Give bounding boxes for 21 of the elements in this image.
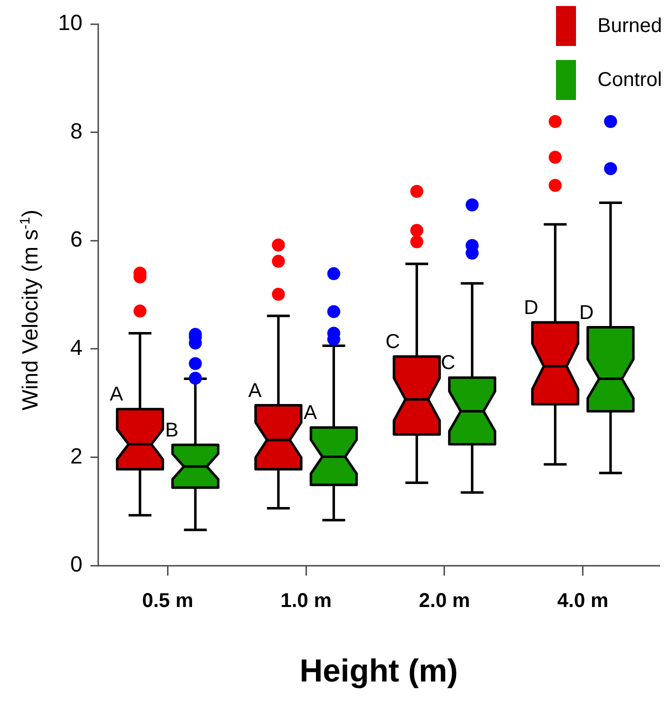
- legend-label: Control: [598, 68, 662, 92]
- annotation: A: [110, 384, 124, 406]
- x-tick-label: 1.0 m: [280, 590, 332, 612]
- annotation: D: [524, 296, 538, 319]
- x-tick-label: 0.5 m: [142, 590, 194, 612]
- y-tick-label: 2: [70, 443, 82, 468]
- annotation: B: [165, 419, 179, 442]
- annotation: C: [386, 331, 400, 354]
- annotation: D: [579, 302, 594, 324]
- annotation: A: [304, 402, 318, 424]
- y-tick-label: 4: [70, 335, 82, 360]
- x-tick-label: 2.0 m: [418, 590, 470, 612]
- y-tick-label: 0: [70, 552, 82, 577]
- annotation: C: [440, 352, 456, 374]
- x-axis-title: Height (m): [300, 652, 458, 689]
- legend-label: Burned: [598, 14, 662, 38]
- y-tick-label: 8: [70, 118, 82, 144]
- y-tick-label: 10: [58, 10, 82, 36]
- annotation: A: [248, 380, 262, 402]
- x-tick-label: 4.0 m: [557, 590, 608, 612]
- y-tick-label: 6: [70, 226, 82, 252]
